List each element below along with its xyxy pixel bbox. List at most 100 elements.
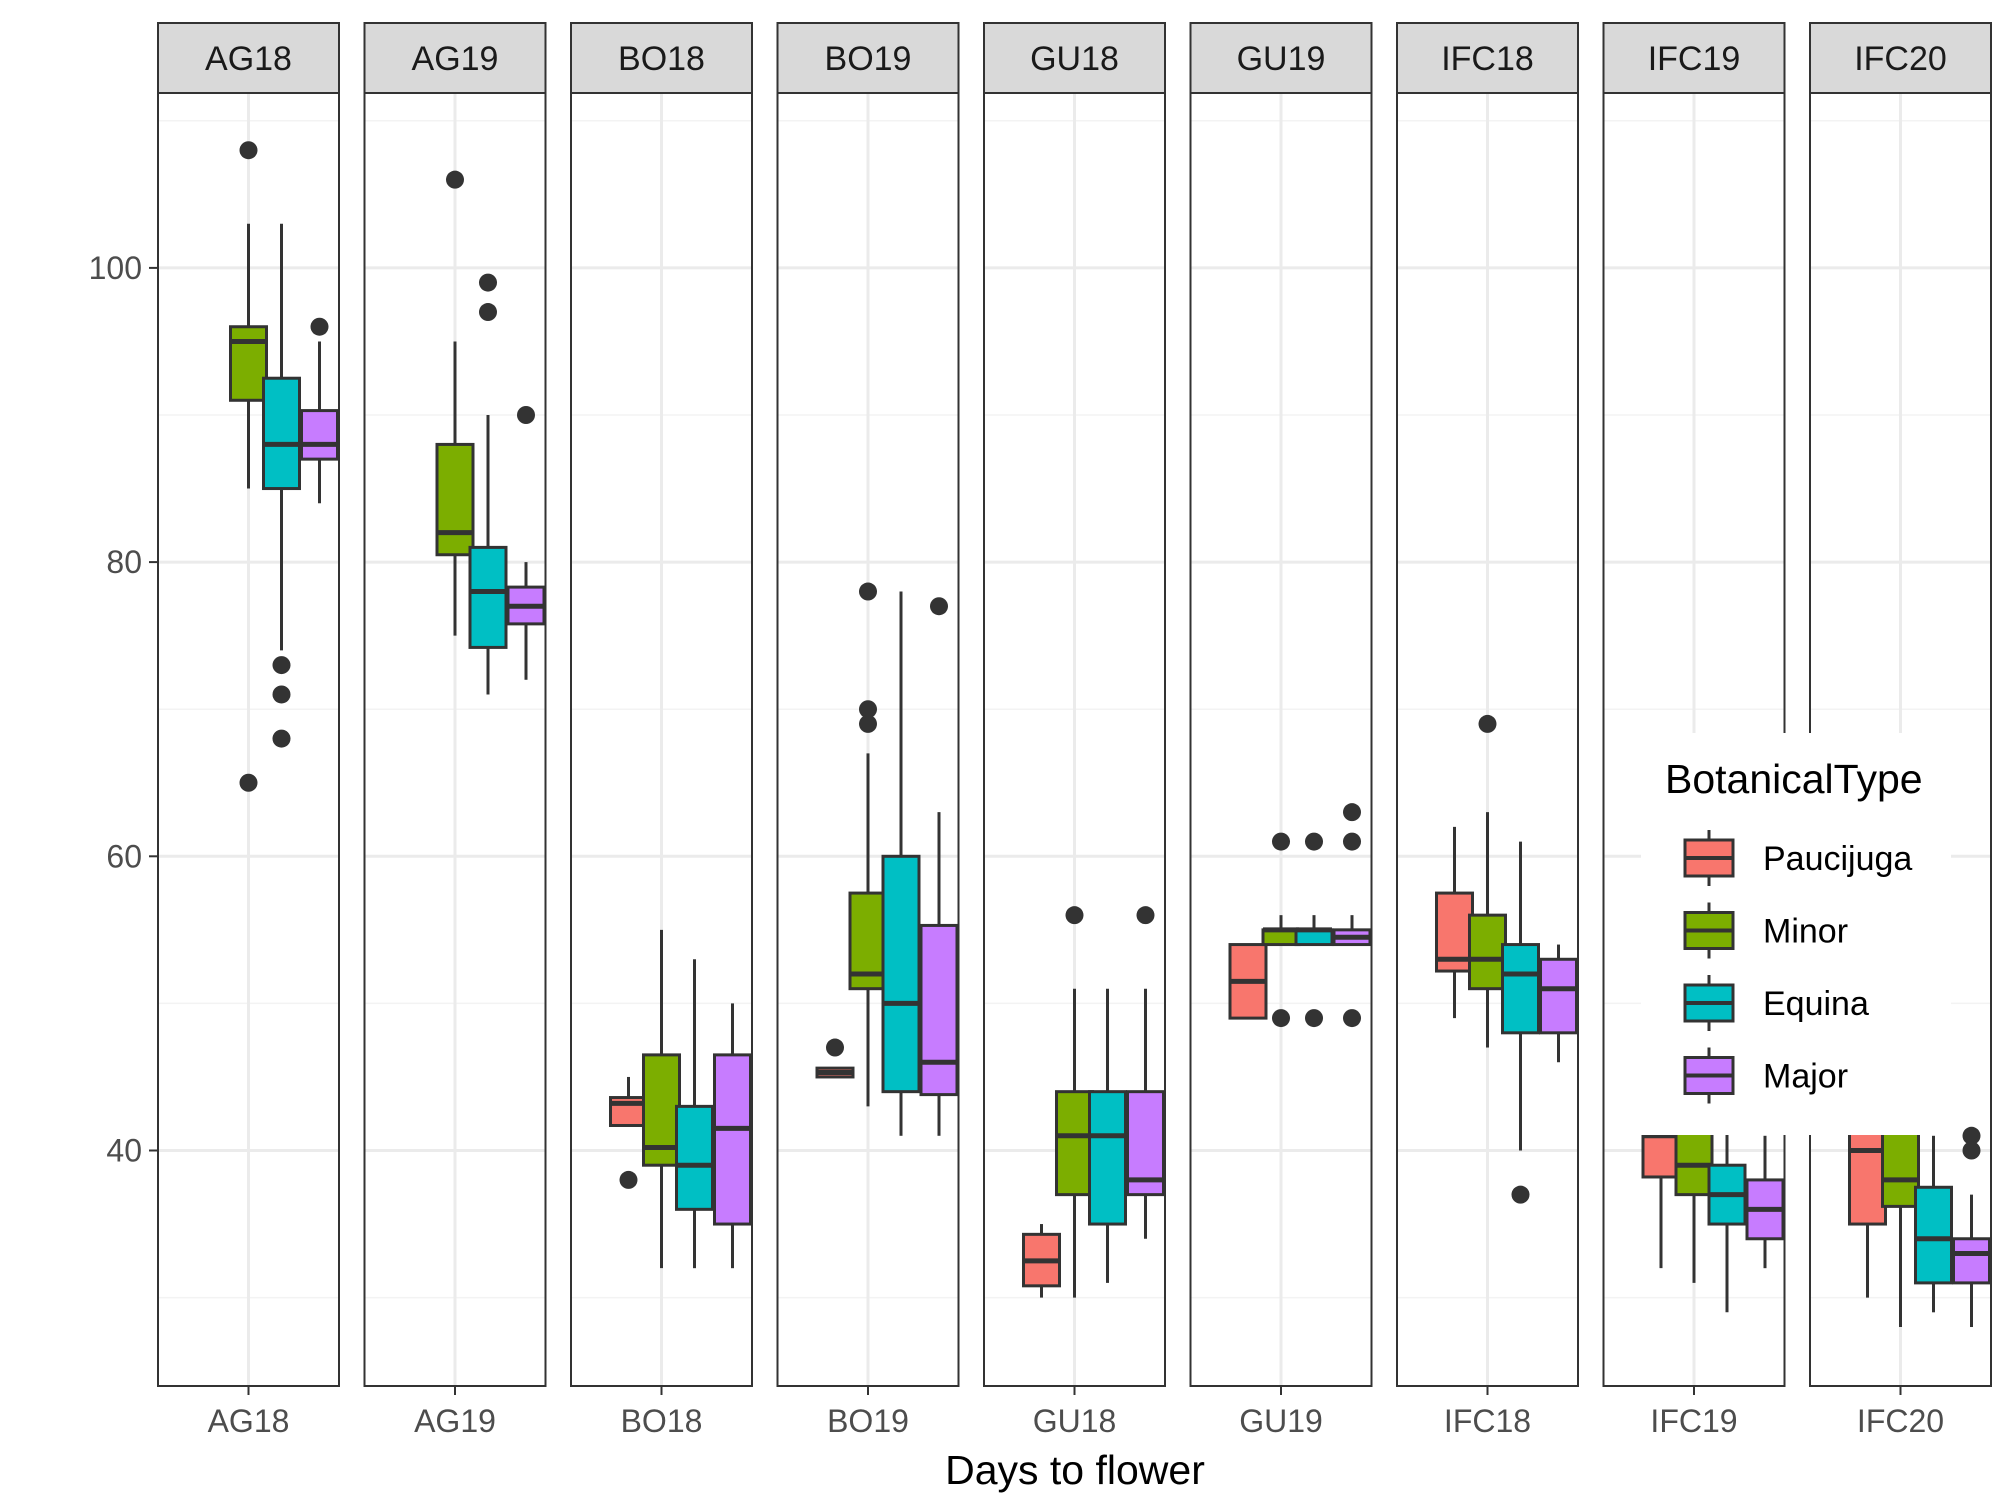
outlier-point [517, 406, 535, 424]
outlier-point [930, 597, 948, 616]
facet-panel-gu19: GU19 GU19 [1189, 22, 1373, 1439]
box-major [1952, 1126, 1991, 1328]
facet-strip [1602, 22, 1786, 94]
legend-label: Equina [1763, 985, 1869, 1023]
facet-strip [1396, 22, 1579, 94]
box-body [1088, 1090, 1127, 1226]
legend-title: BotanicalType [1665, 756, 1923, 802]
box-body [919, 923, 959, 1097]
outlier-point [272, 685, 291, 704]
box-major [1745, 1135, 1785, 1269]
box-paucijuga [815, 1038, 855, 1079]
box-paucijuga [609, 1076, 648, 1189]
x-axis-title: Days to flower [945, 1447, 1205, 1493]
outlier-point [859, 714, 877, 733]
facet-strip-label: BO18 [618, 40, 705, 78]
box-major [300, 317, 339, 504]
y-tick-label: 60 [106, 838, 142, 874]
box-body [300, 409, 339, 461]
box-body [1539, 957, 1578, 1035]
outlier-point [1478, 714, 1497, 733]
legend-label: Major [1763, 1058, 1848, 1096]
box-body [435, 442, 475, 557]
outlier-point [1305, 1009, 1323, 1028]
y-axis: 40 60 80 100 [89, 250, 158, 1169]
box-body [1501, 943, 1540, 1035]
outlier-point [619, 1170, 638, 1189]
facet-strip [157, 22, 340, 94]
outlier-point [239, 773, 258, 792]
facet-panel-ifc18: IFC18 IFC18 [1396, 22, 1579, 1439]
facet-panel-ag18: AG18 AG18 [157, 22, 340, 1439]
box-minor [1261, 832, 1301, 1028]
outlier-point [239, 141, 258, 160]
outlier-point [1065, 906, 1084, 925]
box-body [1468, 913, 1507, 991]
box-body [1952, 1237, 1991, 1285]
box-major [1539, 944, 1578, 1063]
box-equina [675, 959, 714, 1269]
outlier-point [446, 170, 464, 189]
box-body [881, 854, 921, 1094]
outlier-point [272, 656, 291, 675]
facet-strip-label: IFC18 [1441, 40, 1534, 78]
box-body [229, 325, 268, 402]
box-minor [229, 141, 268, 792]
box-body [262, 376, 301, 491]
box-equina [1914, 1135, 1953, 1313]
facet-panel-ifc19: IFC19 IFC19 [1602, 22, 1786, 1439]
facet-strip-label: IFC19 [1648, 40, 1741, 78]
legend: BotanicalType Paucijuga Minor Equina Major [1641, 733, 1951, 1135]
legend-item-equina: Equina [1683, 975, 1869, 1031]
x-tick-label: IFC20 [1857, 1403, 1944, 1439]
box-minor [435, 170, 475, 636]
box-body [468, 545, 508, 649]
box-equina [1707, 1106, 1747, 1313]
outlier-point [1511, 1185, 1530, 1204]
box-minor [1055, 906, 1094, 1298]
legend-item-major: Major [1683, 1047, 1848, 1104]
box-major [1126, 906, 1165, 1239]
box-equina [881, 591, 921, 1136]
outlier-point [1962, 1141, 1981, 1160]
legend-item-minor: Minor [1683, 902, 1848, 959]
x-tick-label: GU18 [1033, 1403, 1117, 1439]
box-equina [468, 273, 508, 695]
box-body [713, 1053, 752, 1226]
box-body [1055, 1090, 1094, 1197]
box-major [919, 597, 959, 1136]
facet-strip [570, 22, 753, 94]
facet-panel-ag19: AG19 AG19 [363, 22, 547, 1439]
facets: AG18AG18AG19AG19BO18BO18BO19BO19GU18GU18… [157, 22, 1992, 1439]
facet-panel-ifc20: IFC20 IFC20 [1809, 22, 1992, 1439]
box-paucijuga [1228, 943, 1268, 1020]
facet-strip-label: BO19 [825, 40, 912, 78]
outlier-point [1272, 832, 1290, 851]
facet-panel-bo19: BO19 BO19 [776, 22, 960, 1439]
box-paucijuga [1435, 826, 1474, 1019]
facet-strip-label: AG19 [412, 40, 499, 78]
outlier-point [479, 273, 497, 292]
facet-strip-label: AG18 [205, 40, 292, 78]
facet-strip [363, 22, 547, 94]
outlier-point [859, 700, 877, 719]
x-tick-label: IFC19 [1650, 1403, 1737, 1439]
outlier-point [1272, 1009, 1290, 1028]
x-tick-label: AG18 [208, 1403, 290, 1439]
box-major [713, 1003, 752, 1269]
facet-strip-label: IFC20 [1854, 40, 1947, 78]
facet-strip [776, 22, 960, 94]
facet-strip [983, 22, 1166, 94]
outlier-point [859, 582, 877, 601]
facet-panel-gu18: GU18 GU18 [983, 22, 1166, 1439]
box-minor [848, 582, 888, 1107]
box-equina [1088, 988, 1127, 1283]
box-body [675, 1104, 714, 1211]
box-major [1332, 803, 1372, 1028]
legend-label: Minor [1763, 913, 1848, 951]
outlier-point [1136, 906, 1155, 925]
box-equina [262, 223, 301, 748]
outlier-point [1305, 832, 1323, 851]
facet-panel-bo18: BO18 BO18 [570, 22, 753, 1439]
